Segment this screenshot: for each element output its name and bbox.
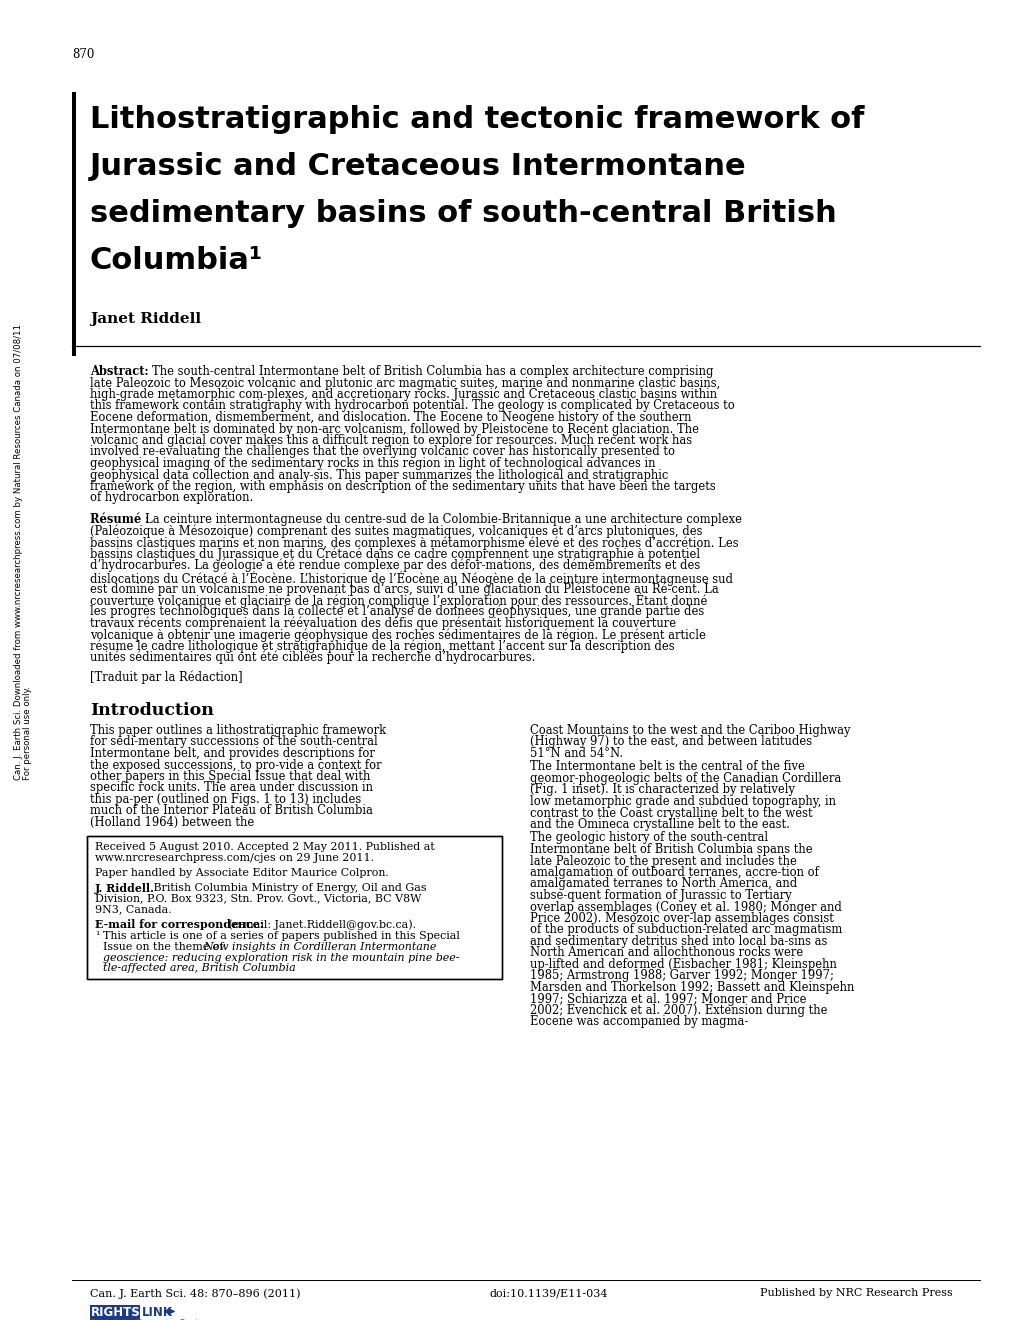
Text: www.nrcresearchpress.com/cjes on 29 June 2011.: www.nrcresearchpress.com/cjes on 29 June… [95,853,374,863]
Text: geomor-phogeologic belts of the Canadian Cordillera: geomor-phogeologic belts of the Canadian… [530,772,841,785]
Text: couverture volcanique et glaciaire de la région complique l’exploration pour des: couverture volcanique et glaciaire de la… [90,594,707,609]
Text: 1997; Schiarizza et al. 1997; Monger and Price: 1997; Schiarizza et al. 1997; Monger and… [530,993,806,1006]
Text: les progrès technologiques dans la collecte et l’analyse de données géophysiques: les progrès technologiques dans la colle… [90,605,703,619]
Text: doi:10.1139/E11-034: doi:10.1139/E11-034 [489,1288,608,1298]
Text: Lithostratigraphic and tectonic framework of: Lithostratigraphic and tectonic framewor… [90,106,863,135]
Text: Price 2002). Mesozoic over-lap assemblages consist: Price 2002). Mesozoic over-lap assemblag… [530,912,834,925]
Text: overlap assemblages (Coney et al. 1980; Monger and: overlap assemblages (Coney et al. 1980; … [530,900,841,913]
Text: up-lifted and deformed (Eisbacher 1981; Kleinspehn: up-lifted and deformed (Eisbacher 1981; … [530,958,836,972]
Text: Can. J. Earth Sci. Downloaded from www.nrcresearchpress.com by Natural Resources: Can. J. Earth Sci. Downloaded from www.n… [14,323,23,780]
Text: 9N3, Canada.: 9N3, Canada. [95,904,171,915]
Text: Résumé :: Résumé : [90,513,150,525]
Text: subse-quent formation of Jurassic to Tertiary: subse-quent formation of Jurassic to Ter… [530,888,791,902]
Text: Columbia¹: Columbia¹ [90,246,263,275]
Text: Coast Mountains to the west and the Cariboo Highway: Coast Mountains to the west and the Cari… [530,723,850,737]
Text: The geologic history of the south-central: The geologic history of the south-centra… [530,832,767,845]
Text: geophysical data collection and analy-sis. This paper summarizes the lithologica: geophysical data collection and analy-si… [90,469,667,482]
Text: Eocene was accompanied by magma-: Eocene was accompanied by magma- [530,1015,748,1028]
Text: of hydrocarbon exploration.: of hydrocarbon exploration. [90,491,253,504]
Text: ▶: ▶ [168,1305,175,1316]
Text: LINK: LINK [142,1305,173,1319]
Text: Paper handled by Associate Editor Maurice Colpron.: Paper handled by Associate Editor Mauric… [95,869,388,878]
Text: (Fig. 1 inset). It is characterized by relatively: (Fig. 1 inset). It is characterized by r… [530,784,794,796]
Text: Published by NRC Research Press: Published by NRC Research Press [759,1288,952,1298]
Text: bassins clastiques marins et non marins, des complexes à métamorphisme élevé et : bassins clastiques marins et non marins,… [90,536,738,549]
Text: Introduction: Introduction [90,702,214,719]
Text: (e-mail: Janet.Riddell@gov.bc.ca).: (e-mail: Janet.Riddell@gov.bc.ca). [225,919,416,929]
Text: E-mail for correspondence:: E-mail for correspondence: [95,919,264,931]
Text: this pa-per (outlined on Figs. 1 to 13) includes: this pa-per (outlined on Figs. 1 to 13) … [90,793,361,807]
Text: geoscience: reducing exploration risk in the mountain pine bee-: geoscience: reducing exploration risk in… [103,953,459,962]
Text: Eocene deformation, dismemberment, and dislocation. The Eocene to Neogene histor: Eocene deformation, dismemberment, and d… [90,411,691,424]
Text: Received 5 August 2010. Accepted 2 May 2011. Published at: Received 5 August 2010. Accepted 2 May 2… [95,842,434,853]
Text: dislocations du Crétacé à l’Éocène. L’historique de l’Éocène au Néogène de la ce: dislocations du Crétacé à l’Éocène. L’hi… [90,570,733,586]
Text: est dominé par un volcanisme ne provenant pas d’arcs, suivi d’une glaciation du : est dominé par un volcanisme ne provenan… [90,582,718,595]
Text: sedimentary basins of south-central British: sedimentary basins of south-central Brit… [90,199,836,228]
Text: résume le cadre lithologique et stratigraphique de la région, mettant l’accent s: résume le cadre lithologique et stratigr… [90,639,674,653]
Bar [72,92,76,356]
Text: involved re-evaluating the challenges that the overlying volcanic cover has hist: involved re-evaluating the challenges th… [90,446,675,458]
Text: .: . [270,964,273,973]
Text: unités sédimentaires qui ont été ciblées pour la recherche d’hydrocarbures.: unités sédimentaires qui ont été ciblées… [90,651,535,664]
Text: and sedimentary detritus shed into local ba-sins as: and sedimentary detritus shed into local… [530,935,826,948]
Text: Intermontane belt of British Columbia spans the: Intermontane belt of British Columbia sp… [530,843,812,855]
Text: RIGHTS: RIGHTS [91,1305,141,1319]
Text: travaux récents comprenaient la réévaluation des défis que présentait historique: travaux récents comprenaient la réévalua… [90,616,676,630]
Text: Can. J. Earth Sci. 48: 870–896 (2011): Can. J. Earth Sci. 48: 870–896 (2011) [90,1288,301,1299]
Text: for sedi-mentary successions of the south-central: for sedi-mentary successions of the sout… [90,735,377,748]
Text: late Paleozoic to Mesozoic volcanic and plutonic arc magmatic suites, marine and: late Paleozoic to Mesozoic volcanic and … [90,376,719,389]
Text: of the products of subduction-related arc magmatism: of the products of subduction-related ar… [530,924,842,936]
Text: the exposed successions, to pro-vide a context for: the exposed successions, to pro-vide a c… [90,759,381,771]
Text: low metamorphic grade and subdued topography, in: low metamorphic grade and subdued topogr… [530,795,836,808]
Text: Division, P.O. Box 9323, Stn. Prov. Govt., Victoria, BC V8W: Division, P.O. Box 9323, Stn. Prov. Govt… [95,894,421,904]
Text: amalgamated terranes to North America, and: amalgamated terranes to North America, a… [530,878,797,891]
Text: and the Omineca crystalline belt to the east.: and the Omineca crystalline belt to the … [530,818,789,832]
Text: New insights in Cordilleran Intermontane: New insights in Cordilleran Intermontane [203,942,436,952]
Text: This paper outlines a lithostratigraphic framework: This paper outlines a lithostratigraphic… [90,723,386,737]
Text: [Traduit par la Rédaction]: [Traduit par la Rédaction] [90,671,243,684]
Text: 51°N and 54°N.: 51°N and 54°N. [530,747,623,760]
Text: volcanique à obtenir une imagerie géophysique des roches sédimentaires de la rég: volcanique à obtenir une imagerie géophy… [90,628,705,642]
Text: d’hydrocarbures. La géologie a été rendue complexe par des défor-mations, des dé: d’hydrocarbures. La géologie a été rendu… [90,558,700,573]
Text: late Paleozoic to the present and includes the: late Paleozoic to the present and includ… [530,854,796,867]
Text: tle-affected area, British Columbia: tle-affected area, British Columbia [103,964,296,973]
Text: bassins clastiques du Jurassique et du Crétacé dans ce cadre comprennent une str: bassins clastiques du Jurassique et du C… [90,548,699,561]
Text: (Paléozoique à Mésozoique) comprenant des suites magmatiques, volcaniques et d’a: (Paléozoique à Mésozoique) comprenant de… [90,524,702,539]
Text: For personal use only.: For personal use only. [23,686,32,780]
Text: J. Riddell.: J. Riddell. [95,883,155,894]
Text: Abstract:: Abstract: [90,366,149,378]
Text: Issue on the theme of: Issue on the theme of [103,942,227,952]
Text: much of the Interior Plateau of British Columbia: much of the Interior Plateau of British … [90,804,373,817]
Text: Jurassic and Cretaceous Intermontane: Jurassic and Cretaceous Intermontane [90,152,746,181]
Text: framework of the region, with emphasis on description of the sedimentary units t: framework of the region, with emphasis o… [90,480,715,492]
Text: Intermontane belt is dominated by non-arc volcanism, followed by Pleistocene to : Intermontane belt is dominated by non-ar… [90,422,698,436]
Text: geophysical imaging of the sedimentary rocks in this region in light of technolo: geophysical imaging of the sedimentary r… [90,457,655,470]
Text: Intermontane belt, and provides descriptions for: Intermontane belt, and provides descript… [90,747,375,760]
Text: volcanic and glacial cover makes this a difficult region to explore for resource: volcanic and glacial cover makes this a … [90,434,692,447]
Text: The Intermontane belt is the central of the five: The Intermontane belt is the central of … [530,760,804,774]
Bar [90,1305,140,1320]
Text: North American and allochthonous rocks were: North American and allochthonous rocks w… [530,946,803,960]
Text: specific rock units. The area under discussion in: specific rock units. The area under disc… [90,781,373,795]
Bar [87,836,501,979]
Text: 870: 870 [72,48,95,61]
Text: this framework contain stratigraphy with hydrocarbon potential. The geology is c: this framework contain stratigraphy with… [90,400,734,412]
Bar [87,836,501,979]
Text: contrast to the Coast crystalline belt to the west: contrast to the Coast crystalline belt t… [530,807,812,820]
Text: (Highway 97) to the east, and between latitudes: (Highway 97) to the east, and between la… [530,735,811,748]
Text: (Holland 1964) between the: (Holland 1964) between the [90,816,254,829]
Text: high-grade metamorphic com-plexes, and accretionary rocks. Jurassic and Cretaceo: high-grade metamorphic com-plexes, and a… [90,388,716,401]
Text: La ceinture intermontagneuse du centre-sud de la Colombie-Britannique a une arch: La ceinture intermontagneuse du centre-s… [145,513,741,525]
Text: 1985; Armstrong 1988; Garver 1992; Monger 1997;: 1985; Armstrong 1988; Garver 1992; Monge… [530,969,834,982]
Text: The south-central Intermontane belt of British Columbia has a complex architectu: The south-central Intermontane belt of B… [152,366,713,378]
Text: other papers in this Special Issue that deal with: other papers in this Special Issue that … [90,770,370,783]
Text: amalgamation of outboard terranes, accre-tion of: amalgamation of outboard terranes, accre… [530,866,818,879]
Text: ¹: ¹ [95,931,99,941]
Text: British Columbia Ministry of Energy, Oil and Gas: British Columbia Ministry of Energy, Oil… [150,883,426,892]
Text: Janet Riddell: Janet Riddell [90,312,201,326]
Text: 2002; Evenchick et al. 2007). Extension during the: 2002; Evenchick et al. 2007). Extension … [530,1005,826,1016]
Text: Marsden and Thorkelson 1992; Bassett and Kleinspehn: Marsden and Thorkelson 1992; Bassett and… [530,981,854,994]
Text: This article is one of a series of papers published in this Special: This article is one of a series of paper… [103,931,460,941]
